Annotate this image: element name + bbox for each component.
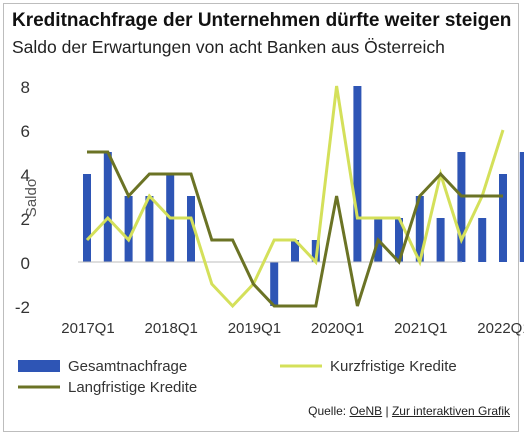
y-axis-label: Saldo [23,179,40,217]
y-tick-label: 2 [21,210,30,229]
bar [478,218,487,262]
x-tick-label: 2018Q1 [145,320,198,337]
bar [270,262,279,306]
source-line: Quelle: OeNB | Zur interaktiven Grafik [308,404,510,418]
bar [436,218,445,262]
series-line [85,85,505,309]
bar [291,240,299,262]
legend-label: Gesamtnachfrage [68,358,187,375]
x-tick-label: 2021Q1 [394,320,447,337]
bar [103,152,112,262]
y-tick-label: -2 [15,298,30,317]
chart-title: Kreditnachfrage der Unternehmen dürfte w… [12,10,512,31]
legend-swatch [18,360,60,372]
source-link-oenb[interactable]: OeNB [349,404,383,418]
bar [124,196,133,262]
bar [187,196,195,262]
y-tick-label: 0 [21,254,30,273]
source-separator: | [382,404,392,418]
bar [457,152,466,262]
interactive-chart-link[interactable]: Zur interaktiven Grafik [391,404,510,418]
bar [415,196,424,262]
y-tick-label: 6 [21,122,30,141]
x-tick-label: 2019Q1 [228,320,281,337]
bar [499,174,507,262]
y-tick-label: 8 [21,78,30,97]
bar [519,152,524,262]
legend-label: Kurzfristige Kredite [330,358,457,375]
y-tick-label: 4 [21,166,30,185]
bar [83,174,91,262]
bar [353,86,362,262]
x-tick-label: 2017Q1 [61,320,114,337]
x-tick-label: 2020Q1 [311,320,364,337]
chart-subtitle: Saldo der Erwartungen von acht Banken au… [12,37,445,57]
source-prefix: Quelle: [308,404,350,418]
bar [395,218,403,262]
bar [145,196,154,262]
x-tick-label: 2022Q1 [477,320,524,337]
series-line [87,150,503,308]
legend-label: Langfristige Kredite [68,379,197,396]
